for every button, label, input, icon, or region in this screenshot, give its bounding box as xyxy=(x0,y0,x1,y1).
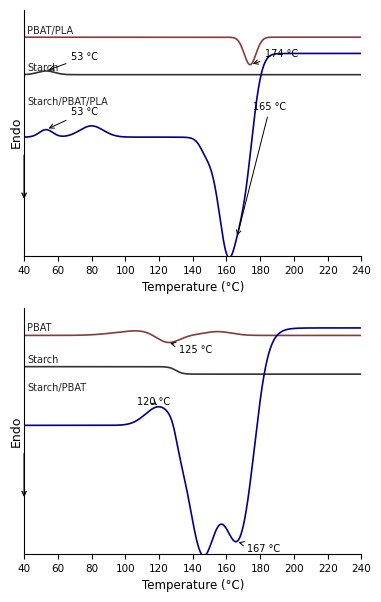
Text: 120 °C: 120 °C xyxy=(137,397,170,408)
Text: Starch/PBAT/PLA: Starch/PBAT/PLA xyxy=(27,97,108,107)
Text: 53 °C: 53 °C xyxy=(50,52,98,70)
Y-axis label: Endo: Endo xyxy=(10,117,23,149)
Text: 167 °C: 167 °C xyxy=(240,542,280,554)
Text: 174 °C: 174 °C xyxy=(254,49,298,64)
Text: 146 °C: 146 °C xyxy=(0,601,1,602)
X-axis label: Temperature (°C): Temperature (°C) xyxy=(142,281,244,294)
X-axis label: Temperature (°C): Temperature (°C) xyxy=(142,579,244,592)
Text: PBAT: PBAT xyxy=(27,323,52,333)
Text: PBAT/PLA: PBAT/PLA xyxy=(27,26,74,36)
Y-axis label: Endo: Endo xyxy=(10,415,23,447)
Text: 161 °C: 161 °C xyxy=(0,601,1,602)
Text: Starch: Starch xyxy=(27,355,59,365)
Text: Starch: Starch xyxy=(27,63,59,73)
Text: 165 °C: 165 °C xyxy=(237,102,287,235)
Text: 125 °C: 125 °C xyxy=(171,343,213,355)
Text: 53 °C: 53 °C xyxy=(50,107,98,128)
Text: Starch/PBAT: Starch/PBAT xyxy=(27,383,86,393)
